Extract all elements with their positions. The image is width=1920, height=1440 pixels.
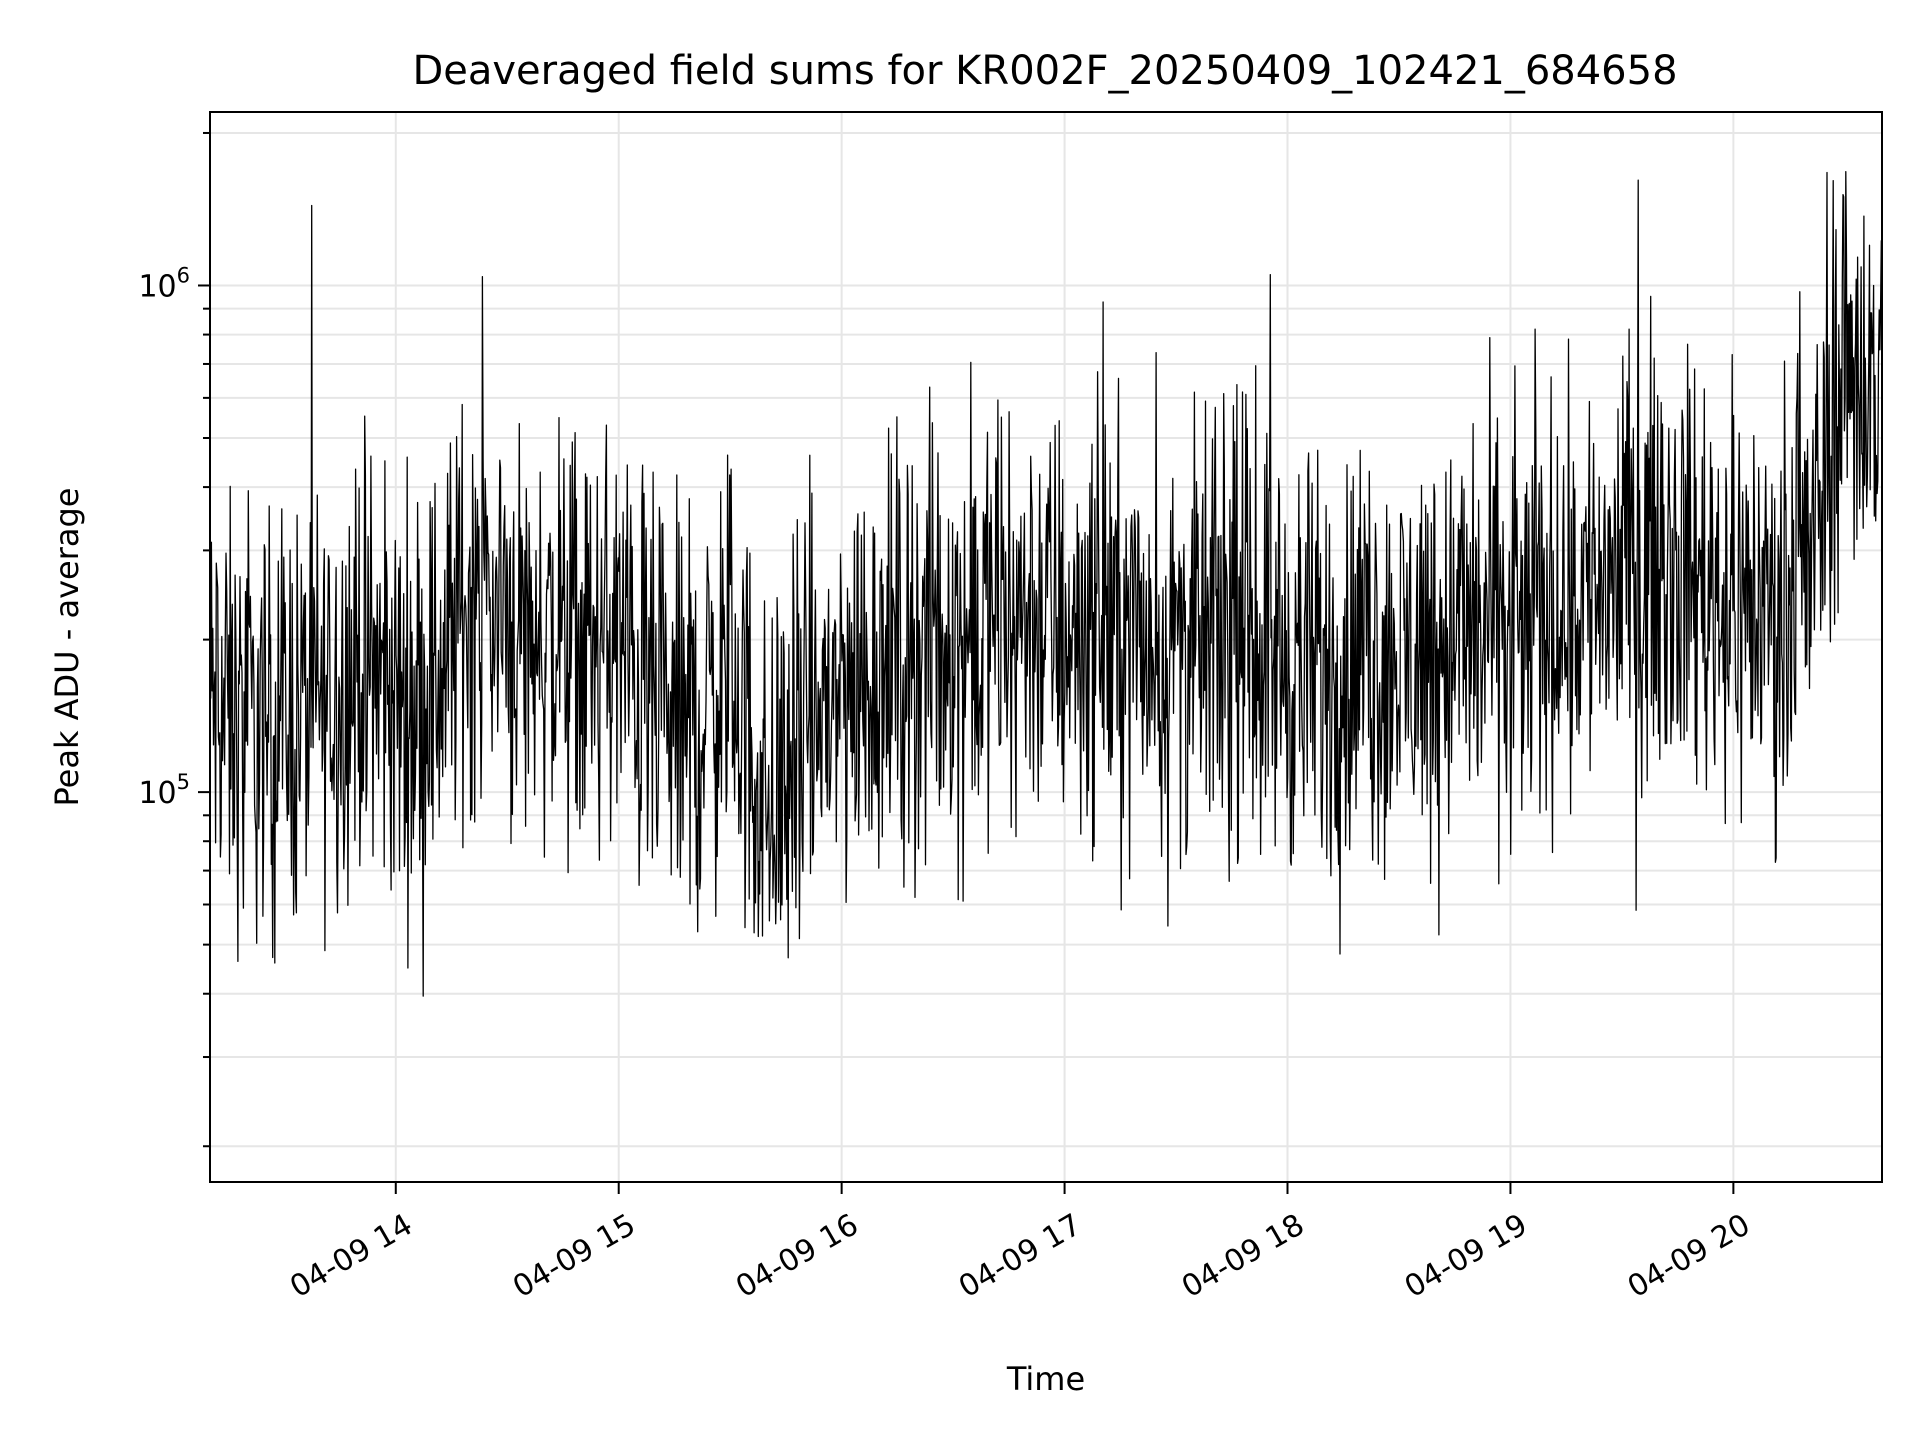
y-tick-label: 106 <box>138 263 190 304</box>
series-line <box>209 171 1883 997</box>
x-axis-title: Time <box>1006 1360 1085 1398</box>
chart-title: Deaveraged field sums for KR002F_2025040… <box>412 48 1677 94</box>
y-axis: 105 106 <box>138 131 210 1148</box>
y-axis-title: Peak ADU - average <box>48 488 86 807</box>
y-tick-label: 105 <box>138 770 190 811</box>
plot-frame <box>209 111 1883 1183</box>
data-line-layer <box>209 171 1883 997</box>
